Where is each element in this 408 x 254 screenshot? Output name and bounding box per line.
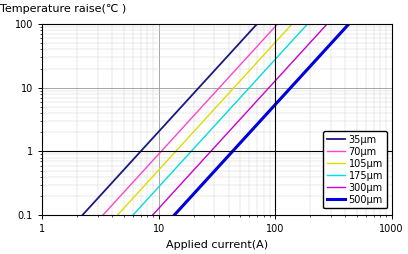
500μm (181, 203, 186, 207)
500μm (193, 190, 198, 193)
Text: Temperature raise(℃ ): Temperature raise(℃ ) (0, 4, 126, 14)
500μm (312, 60, 317, 63)
Line: 35μm: 35μm (42, 0, 392, 254)
35μm (181, 103, 186, 106)
500μm (319, 53, 324, 56)
Line: 300μm: 300μm (42, 0, 392, 254)
70μm (75, 241, 80, 244)
105μm (181, 141, 186, 145)
500μm (279, 96, 284, 99)
105μm (193, 128, 198, 131)
300μm (312, 36, 317, 39)
Line: 70μm: 70μm (42, 0, 392, 254)
105μm (312, 0, 317, 1)
X-axis label: Applied current(A): Applied current(A) (166, 240, 268, 250)
35μm (75, 219, 80, 222)
175μm (279, 50, 284, 53)
300μm (279, 72, 284, 75)
Line: 500μm: 500μm (42, 0, 392, 254)
70μm (181, 125, 186, 129)
105μm (279, 33, 284, 36)
70μm (193, 112, 198, 115)
175μm (193, 145, 198, 148)
Legend: 35μm, 70μm, 105μm, 175μm, 300μm, 500μm: 35μm, 70μm, 105μm, 175μm, 300μm, 500μm (323, 131, 387, 209)
300μm (193, 166, 198, 169)
300μm (319, 29, 324, 32)
300μm (181, 180, 186, 183)
70μm (279, 18, 284, 21)
175μm (181, 158, 186, 161)
175μm (319, 8, 324, 11)
Line: 175μm: 175μm (42, 0, 392, 254)
175μm (312, 15, 317, 18)
Line: 105μm: 105μm (42, 0, 392, 254)
35μm (193, 89, 198, 92)
